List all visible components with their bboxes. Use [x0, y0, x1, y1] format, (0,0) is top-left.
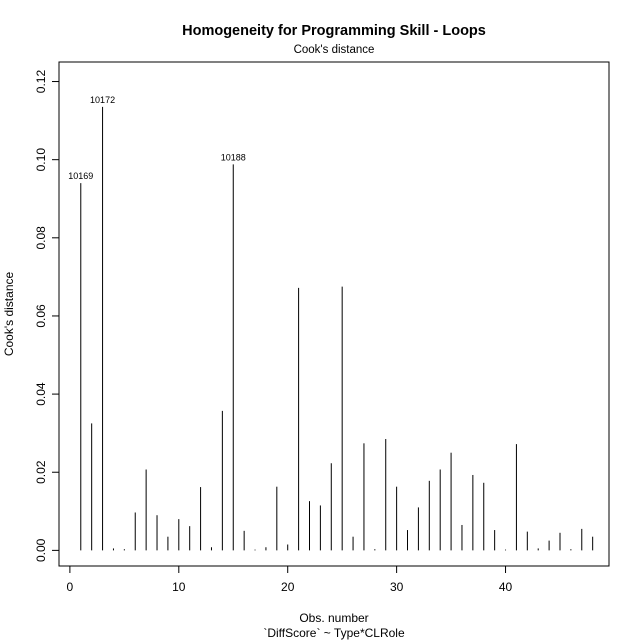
y-tick-label: 0.12	[34, 70, 48, 94]
x-tick-label: 40	[499, 580, 513, 594]
plot-frame	[58, 61, 610, 567]
y-tick-label: 0.00	[34, 538, 48, 562]
x-tick-label: 10	[172, 580, 186, 594]
x-tick-label: 0	[67, 580, 74, 594]
x-axis-sublabel: `DiffScore` ~ Type*CLRole	[263, 626, 405, 640]
x-tick-label: 20	[281, 580, 295, 594]
point-label: 10172	[90, 95, 115, 105]
chart-title: Homogeneity for Programming Skill - Loop…	[182, 23, 486, 39]
y-axis: 0.00 0.02 0.04 0.06 0.08 0.10 0.12	[34, 70, 60, 562]
point-label: 10188	[221, 152, 246, 162]
chart-subtitle: Cook's distance	[294, 44, 375, 56]
x-tick-label: 30	[390, 580, 404, 594]
x-axis: 0 10 20 30 40	[67, 565, 513, 594]
y-tick-label: 0.04	[34, 382, 48, 406]
y-tick-label: 0.02	[34, 460, 48, 484]
y-tick-label: 0.08	[34, 226, 48, 250]
point-label: 10169	[68, 171, 93, 181]
y-axis-label: Cook's distance	[2, 272, 16, 357]
y-tick-label: 0.10	[34, 148, 48, 172]
data-bars	[80, 106, 594, 551]
x-axis-label: Obs. number	[299, 611, 368, 625]
point-labels: 10169 10172 10188	[68, 95, 246, 181]
y-tick-label: 0.06	[34, 304, 48, 328]
